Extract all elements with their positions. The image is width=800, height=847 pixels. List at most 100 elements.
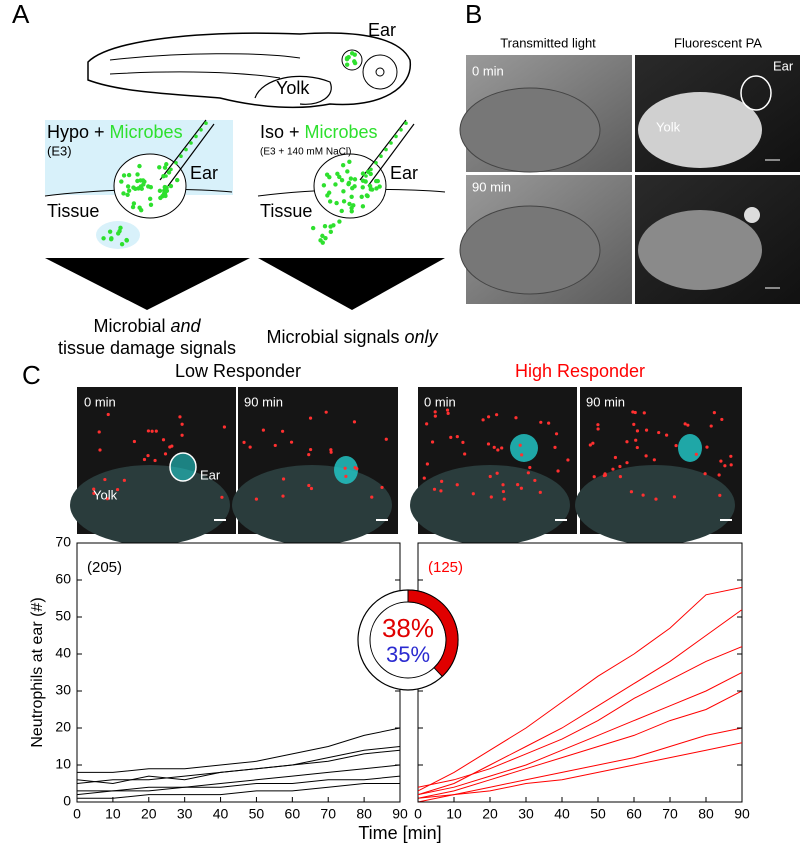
microbe-dot — [166, 170, 172, 175]
microbe-dot — [348, 176, 354, 181]
label: Yolk — [276, 78, 310, 98]
microbe-dot — [184, 147, 188, 152]
neutrophil-dot — [603, 472, 607, 476]
yolk-image — [459, 205, 601, 295]
microbe-dot — [121, 173, 127, 178]
neutrophil-dot — [486, 415, 491, 419]
neutrophil-dot — [611, 467, 615, 471]
neutrophil-dot — [664, 433, 669, 437]
microbe-dot — [119, 241, 125, 247]
neutrophil-dot — [539, 420, 543, 424]
label: (E3 + 140 mM NaCl) — [260, 147, 351, 158]
neutrophil-dot — [161, 438, 166, 442]
label: Microbes — [305, 122, 378, 142]
neutrophil-dot — [180, 433, 184, 437]
neutrophil-dot — [657, 430, 661, 435]
neutrophil-dot — [554, 432, 559, 436]
value-label: 38% — [382, 613, 434, 643]
microbe-dot — [320, 233, 325, 239]
microbe-dot — [346, 55, 351, 60]
microbe-dot — [126, 172, 132, 178]
neutrophil-dot — [432, 487, 437, 491]
neutrophil-dot — [495, 413, 499, 417]
neutrophil-dot — [344, 474, 348, 478]
fish-pupil — [375, 67, 385, 77]
microbe-dot — [325, 193, 330, 198]
neutrophil-dot — [489, 495, 493, 499]
yolk-image — [232, 465, 392, 545]
trace — [418, 672, 742, 796]
microbe-dot — [138, 178, 143, 183]
microbe-dot — [337, 219, 342, 224]
neutrophil-dot — [644, 454, 648, 458]
neutrophil-dot — [481, 418, 485, 422]
label: (E3) — [47, 143, 72, 158]
traces — [418, 586, 742, 802]
microbe-dot — [148, 185, 154, 190]
x-tick-label: 0 — [73, 806, 81, 822]
label: Iso + — [260, 122, 305, 142]
microbe-dot — [135, 178, 140, 184]
microbe-dot — [328, 224, 333, 229]
time-label: 0 min — [84, 394, 116, 409]
neutrophil-dot — [384, 437, 388, 441]
microbe-dot — [169, 167, 173, 172]
neutrophil-dot — [632, 422, 636, 426]
microbe-dot — [365, 193, 370, 199]
neutrophil-dot — [309, 486, 314, 491]
microbe-dot — [131, 201, 137, 206]
time-label: 90 min — [586, 394, 625, 409]
neutrophil-dot — [588, 443, 592, 447]
label: Ear — [368, 20, 396, 40]
neutrophil-dot — [566, 458, 570, 462]
x-tick-label: 20 — [141, 806, 157, 822]
neutrophil-dot — [281, 429, 285, 433]
microbe-dot — [175, 177, 180, 183]
neutrophil-dot — [422, 476, 426, 480]
neutrophil-dot — [343, 466, 347, 470]
microbe-dot — [349, 194, 354, 199]
y-tick-label: 20 — [55, 719, 71, 735]
microbe-dot — [349, 51, 355, 56]
neutrophil-dot — [641, 493, 645, 497]
label: Yolk — [656, 119, 681, 134]
y-tick-label: 60 — [55, 571, 71, 587]
x-tick-label: 60 — [626, 806, 642, 822]
microbe-dot — [349, 209, 354, 214]
neutrophil-dot — [718, 493, 722, 497]
yolk-image — [410, 465, 570, 545]
x-tick-label: 20 — [482, 806, 498, 822]
neutrophil-dot — [631, 410, 635, 414]
neutrophil-dot — [652, 458, 656, 462]
y-tick-label: 50 — [55, 608, 71, 624]
neutrophil-dot — [520, 453, 524, 457]
microbe-dot — [125, 184, 131, 189]
neutrophil-dot — [618, 474, 622, 479]
neutrophil-dot — [528, 465, 532, 470]
microbe-dot — [339, 178, 345, 183]
microbe-dot — [374, 186, 379, 191]
neutrophil-dot — [439, 489, 443, 493]
y-axis-label: Neutrophils at ear (#) — [29, 597, 46, 747]
neutrophil-dot — [433, 410, 437, 414]
neutrophil-dot — [683, 422, 687, 426]
neutrophil-dot — [289, 440, 294, 444]
caption: and — [170, 316, 201, 336]
microbe-dot — [199, 128, 203, 132]
x-tick-label: 90 — [392, 806, 408, 822]
x-tick-label: 40 — [554, 806, 570, 822]
neutrophil-dot — [455, 435, 459, 439]
microbe-dot — [130, 204, 136, 210]
neutrophil-dot — [329, 448, 333, 452]
y-tick-label: 70 — [55, 534, 71, 550]
neutrophil-dot — [281, 477, 286, 481]
plot-frame — [417, 542, 743, 803]
neutrophil-dot — [654, 497, 658, 501]
neutrophil-dot — [495, 471, 499, 475]
microbe-dot — [204, 121, 208, 125]
microbe-dot — [119, 179, 124, 184]
neutrophil-dot — [729, 454, 733, 458]
neutrophil-dot — [273, 443, 277, 448]
microbe-dot — [341, 199, 347, 204]
neutrophil-dot — [703, 472, 707, 476]
